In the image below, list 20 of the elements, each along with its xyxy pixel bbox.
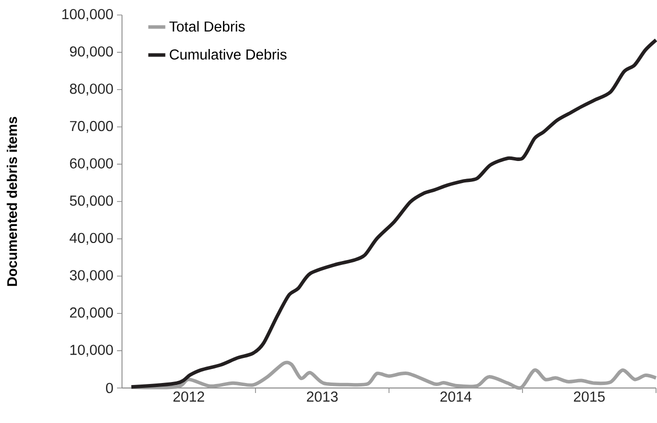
y-tick-label: 30,000 <box>70 270 113 282</box>
x-tick-label: 2013 <box>306 392 338 402</box>
x-tick-label: 2012 <box>173 392 204 402</box>
y-tick-label: 50,000 <box>70 196 113 208</box>
y-tick-label: 80,000 <box>70 84 113 96</box>
y-tick-label: 90,000 <box>70 46 113 58</box>
x-tick-label: 2014 <box>440 392 472 402</box>
y-tick-label: 10,000 <box>70 344 113 357</box>
y-tick-label: 20,000 <box>70 307 113 320</box>
y-tick-label: 0 <box>106 382 113 394</box>
y-tick-label: 70,000 <box>70 120 113 133</box>
line-series <box>130 360 657 390</box>
y-tick-label: 60,000 <box>70 158 113 170</box>
line-series <box>130 38 657 389</box>
legend-label: Total Debris <box>169 21 245 32</box>
y-tick-label: 40,000 <box>70 232 113 245</box>
y-tick-label: 100,000 <box>62 9 113 21</box>
legend-label: Cumulative Debris <box>170 48 287 60</box>
x-tick-label: 2015 <box>574 392 605 402</box>
y-axis-title: Documented debris items <box>6 116 18 286</box>
